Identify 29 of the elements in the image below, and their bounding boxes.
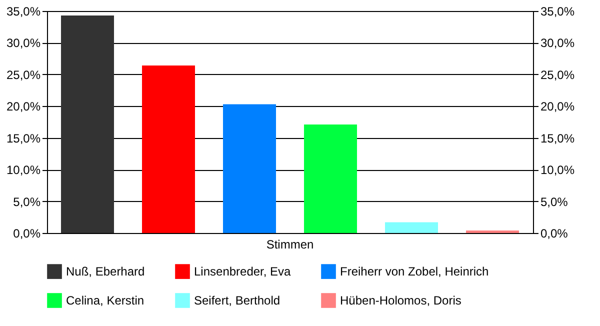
x-tick-label: Stimmen — [266, 238, 314, 252]
y-tick-label: 0,0% — [13, 226, 41, 240]
text: 15,0% — [540, 131, 575, 146]
legend-label: Linsenbreder, Eva — [194, 264, 292, 279]
bar — [223, 104, 276, 233]
legend-label: Seifert, Berthold — [194, 294, 280, 308]
text: 25,0% — [540, 68, 575, 82]
text: 5,0% — [540, 194, 568, 209]
legend-label: Celina, Kerstin — [66, 294, 144, 308]
bar — [304, 124, 357, 233]
bar — [61, 15, 114, 233]
text: 20,0% — [540, 100, 575, 114]
y-tick-label: 5,0% — [13, 194, 41, 209]
bar — [385, 222, 438, 233]
text: 30,0% — [540, 36, 575, 50]
text: 0,0% — [540, 226, 568, 240]
y-tick-label: 15,0% — [6, 131, 41, 146]
text: 10,0% — [540, 163, 575, 178]
text: 35,0% — [540, 4, 575, 18]
y-tick-label: 30,0% — [6, 36, 41, 50]
legend-label: Hüben-Holomos, Doris — [340, 294, 462, 308]
y-tick-label: 35,0% — [6, 4, 41, 18]
y-tick-label: 25,0% — [6, 68, 41, 82]
y-tick-label: 10,0% — [6, 163, 41, 178]
y-tick-label: 20,0% — [6, 100, 41, 114]
bar — [466, 230, 519, 233]
legend-label: Freiherr von Zobel, Heinrich — [340, 264, 489, 279]
bar — [142, 66, 195, 233]
legend-label: Nuß, Eberhard — [66, 264, 145, 279]
